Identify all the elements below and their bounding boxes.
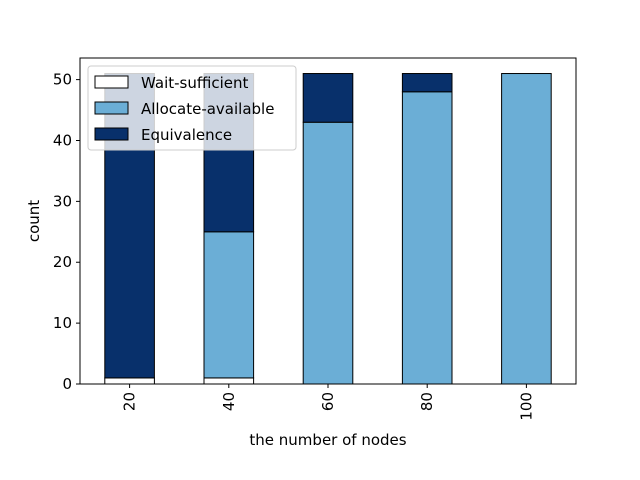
- legend-swatch: [94, 75, 129, 89]
- y-tick-label: 40: [53, 131, 72, 149]
- legend-label: Allocate-available: [141, 100, 274, 118]
- x-axis: 20 40 60 80 100: [121, 384, 535, 421]
- legend-box: [87, 65, 297, 151]
- bar-allocate-available-100: [501, 73, 552, 385]
- x-tick-label: 80: [418, 392, 436, 411]
- bar-wait-sufficient-40: [203, 377, 255, 385]
- legend-label: Equivalence: [141, 126, 232, 144]
- y-axis: 0 10 20 30 40 50: [53, 71, 80, 393]
- bar-equivalence-60: [302, 73, 354, 123]
- x-tick-label: 20: [121, 392, 139, 411]
- bar-allocate-available-40: [203, 231, 255, 379]
- x-axis-label: the number of nodes: [249, 431, 406, 449]
- x-tick-label: 60: [319, 392, 337, 411]
- bars-group: [104, 73, 552, 385]
- y-tick-label: 10: [53, 314, 72, 332]
- legend: Wait-sufficient Allocate-available Equival…: [87, 65, 297, 151]
- bar-allocate-available-60: [302, 121, 354, 385]
- y-axis-label: count: [25, 200, 43, 242]
- legend-swatch: [94, 127, 129, 141]
- bar-allocate-available-80: [401, 91, 453, 385]
- bar-wait-sufficient-20: [104, 377, 155, 385]
- y-tick-label: 20: [53, 253, 72, 271]
- y-tick-label: 50: [53, 71, 72, 89]
- legend-swatch: [94, 101, 129, 115]
- bar-equivalence-80: [401, 73, 453, 93]
- y-tick-label: 30: [53, 192, 72, 210]
- y-tick-label: 0: [62, 375, 72, 393]
- legend-label: Wait-sufficient: [141, 74, 248, 92]
- x-tick-label: 100: [517, 392, 535, 421]
- x-tick-label: 40: [220, 392, 238, 411]
